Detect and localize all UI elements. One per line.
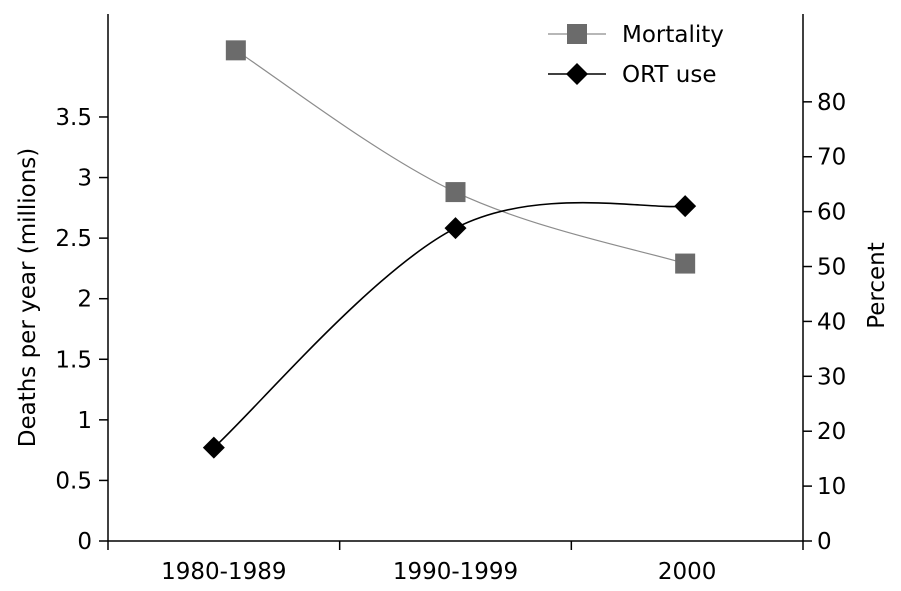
- data-point-square: [675, 253, 696, 274]
- left-y-tick-label: 1: [77, 408, 92, 434]
- left-y-tick-label: 0: [77, 529, 92, 555]
- data-point-square: [225, 40, 246, 61]
- left-axis-title: Deaths per year (millions): [15, 148, 41, 448]
- axes: 0 0.5 1 1.5 2 2.5 3 3.5 0 10 20 30 40 50 60 70 80 1980-19…: [15, 14, 890, 585]
- series-layer: [202, 40, 697, 459]
- right-y-tick-label: 40: [817, 309, 846, 335]
- right-y-tick-label: 80: [817, 90, 846, 116]
- legend: Mortality ORT use: [548, 22, 724, 88]
- right-axis-title: Percent: [864, 242, 890, 329]
- data-point-square: [445, 182, 466, 203]
- right-y-tick-label: 0: [817, 529, 832, 555]
- right-y-tick-label: 60: [817, 200, 846, 226]
- data-point-diamond: [444, 217, 467, 240]
- data-point-diamond: [674, 195, 697, 218]
- legend-item: ORT use: [548, 62, 716, 88]
- legend-swatch-square: [567, 24, 587, 44]
- legend-item: Mortality: [548, 22, 724, 48]
- left-y-tick-label: 2.5: [55, 226, 92, 252]
- left-y-tick-label: 3.5: [55, 105, 92, 131]
- series-ort-use: [202, 195, 697, 459]
- legend-label: ORT use: [622, 62, 716, 88]
- series-line: [213, 201, 686, 449]
- left-y-tick-label: 2: [77, 287, 92, 313]
- legend-label: Mortality: [622, 22, 724, 48]
- right-y-tick-label: 50: [817, 255, 846, 281]
- left-y-tick-label: 3: [77, 166, 92, 192]
- left-y-tick-label: 1.5: [55, 347, 92, 373]
- series-mortality: [225, 40, 696, 274]
- x-tick-label: 1980-1989: [161, 559, 286, 585]
- right-y-tick-label: 20: [817, 419, 846, 445]
- legend-swatch-diamond: [566, 63, 588, 85]
- right-y-tick-label: 10: [817, 474, 846, 500]
- right-y-tick-label: 30: [817, 364, 846, 390]
- right-y-tick-label: 70: [817, 145, 846, 171]
- x-tick-label: 2000: [658, 559, 717, 585]
- left-y-tick-label: 0.5: [55, 468, 92, 494]
- x-tick-label: 1990-1999: [393, 559, 518, 585]
- data-point-diamond: [202, 436, 225, 459]
